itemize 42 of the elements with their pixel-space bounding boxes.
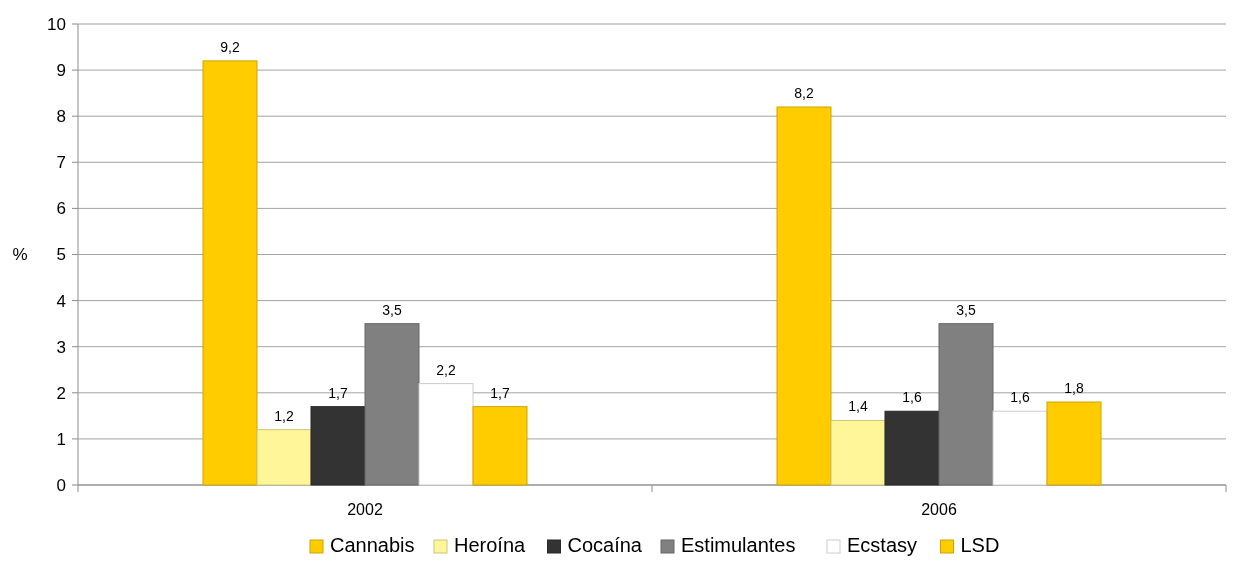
y-tick-label: 6 — [56, 199, 66, 219]
bar — [418, 383, 474, 486]
data-label: 1,6 — [1010, 389, 1030, 406]
legend-label: Estimulantes — [681, 534, 796, 556]
data-label: 3,5 — [382, 301, 402, 318]
legend-label: LSD — [960, 534, 1000, 556]
legend-label: Cocaína — [567, 534, 643, 556]
legend-label: Cannabis — [330, 534, 415, 556]
bar — [202, 60, 258, 486]
bar — [310, 406, 366, 486]
y-tick-label: 0 — [56, 475, 66, 495]
bar — [776, 106, 832, 486]
data-label: 1,7 — [328, 384, 348, 401]
data-label: 1,7 — [490, 384, 510, 401]
x-tick-label: 2006 — [921, 501, 957, 518]
y-tick-label: 1 — [56, 429, 66, 449]
legend-label: Ecstasy — [847, 534, 918, 556]
bar — [992, 410, 1048, 486]
bar — [884, 410, 940, 486]
data-label: 8,2 — [794, 84, 814, 101]
bar — [1046, 401, 1102, 486]
y-tick-label: 8 — [56, 107, 66, 127]
y-tick-label: 10 — [47, 14, 66, 34]
bar — [472, 406, 528, 486]
y-axis-title: % — [12, 245, 28, 265]
data-label: 2,2 — [436, 361, 456, 378]
bar — [256, 429, 312, 486]
y-tick-label: 4 — [56, 291, 66, 311]
y-tick-label: 5 — [56, 245, 66, 265]
x-tick-label: 2002 — [347, 501, 383, 518]
y-tick-label: 9 — [56, 61, 66, 81]
data-label: 1,8 — [1064, 380, 1084, 397]
data-label: 3,5 — [956, 301, 976, 318]
data-label: 1,6 — [902, 389, 922, 406]
y-tick-label: 2 — [56, 383, 66, 403]
data-label: 1,2 — [274, 407, 294, 424]
legend-label: Heroína — [454, 534, 527, 556]
y-tick-label: 7 — [56, 153, 66, 173]
data-label: 9,2 — [220, 38, 240, 55]
y-tick-label: 3 — [56, 337, 66, 357]
bar — [830, 419, 886, 486]
data-label: 1,4 — [848, 398, 868, 415]
